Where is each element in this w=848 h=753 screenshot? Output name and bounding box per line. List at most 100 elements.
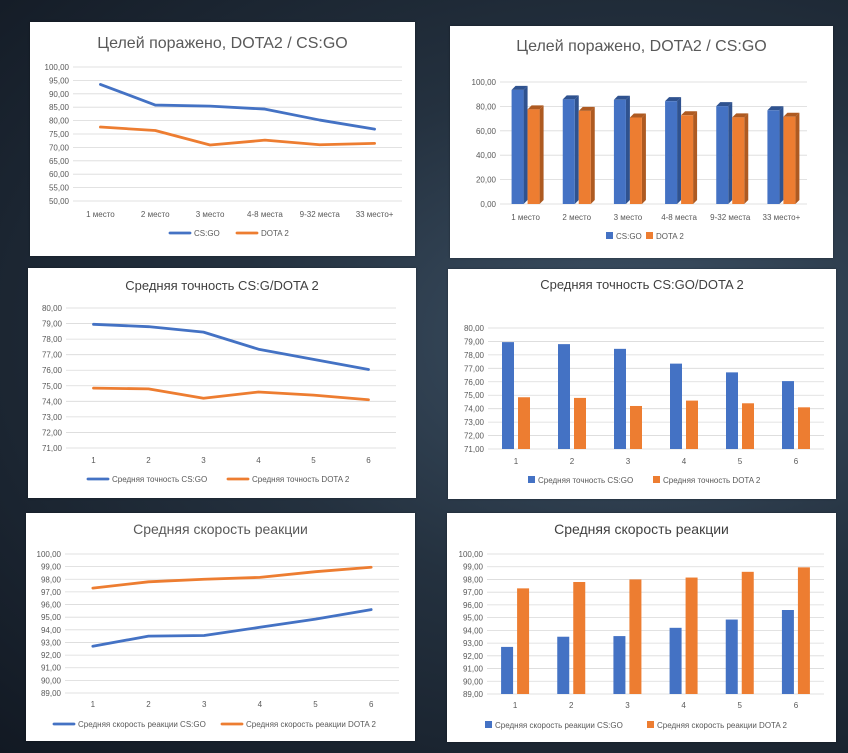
x-tick-label: 9-32 места [300, 210, 341, 219]
y-tick-label: 97,00 [463, 588, 484, 597]
series-line-csgo [91, 608, 373, 648]
y-tick-label: 90,00 [41, 676, 62, 685]
y-tick-label: 90,00 [463, 677, 484, 686]
bar-csgo [614, 348, 626, 449]
legend-label: DOTA 2 [261, 229, 289, 238]
x-tick-label: 9-32 места [710, 213, 751, 222]
series-line-csgo [92, 322, 370, 371]
bar-side-csgo [625, 95, 630, 204]
x-tick-label: 2 место [141, 210, 170, 219]
bar-csgo [511, 89, 524, 204]
chart-svg-c6: Средняя скорость реакции 89,00 90,00 91,00 9… [459, 521, 824, 730]
x-tick-label: 3 место [196, 210, 225, 219]
bar-side-dota [744, 113, 749, 204]
y-tick-label: 75,00 [49, 130, 70, 139]
x-tick-label: 5 [313, 700, 318, 709]
y-tick-label: 76,00 [464, 378, 485, 387]
y-tick-label: 74,00 [42, 397, 63, 406]
bar-dota [630, 405, 642, 449]
x-tick-label: 33 место+ [356, 210, 394, 219]
y-tick-label: 55,00 [49, 184, 70, 193]
legend-label: DOTA 2 [656, 232, 684, 241]
bar-side-csgo [779, 106, 784, 204]
y-tick-label: 73,00 [464, 418, 485, 427]
chart-svg-c2: Целей поражено, DOTA2 / CS:GO 0,00 20,00 40… [472, 38, 807, 241]
y-tick-label: 98,00 [41, 575, 62, 584]
bar-dota [517, 588, 530, 694]
chart-title: Средняя скорость реакции [133, 521, 308, 537]
bar-side-csgo [574, 95, 579, 204]
x-tick-label: 3 [201, 456, 206, 465]
x-tick-label: 5 [738, 457, 743, 466]
y-tick-label: 98,00 [463, 575, 484, 584]
bar-dota [797, 567, 810, 694]
chart-svg-c3: Средняя точность CS:G/DOTA 2 71,00 72,00 73… [42, 278, 396, 484]
bar-csgo [781, 610, 794, 694]
bar-top-csgo [665, 97, 682, 102]
x-tick-label: 6 [369, 700, 374, 709]
x-tick-label: 3 место [614, 213, 643, 222]
y-tick-label: 75,00 [464, 391, 485, 400]
chart-svg-c4: Средняя точность CS:GO/DOTA 2 71,00 72,00 7… [464, 277, 824, 485]
bar-dota [686, 400, 698, 449]
bar-csgo [562, 99, 575, 204]
y-tick-label: 99,00 [41, 563, 62, 572]
bar-side-csgo [523, 85, 528, 204]
bar-csgo [558, 344, 570, 449]
bar-side-dota [590, 106, 595, 204]
bar-csgo [782, 381, 794, 449]
bar-top-csgo [767, 106, 784, 111]
bar-top-dota [681, 111, 698, 116]
y-tick-label: 92,00 [463, 652, 484, 661]
bar-top-csgo [562, 95, 579, 100]
x-tick-label: 4-8 места [247, 210, 283, 219]
series-line-dota [99, 125, 376, 147]
bar-dota [574, 397, 586, 449]
y-tick-label: 93,00 [41, 638, 62, 647]
legend-label: Средняя точность DOTA 2 [663, 476, 761, 485]
y-tick-label: 72,00 [464, 432, 485, 441]
y-tick-label: 90,00 [49, 90, 70, 99]
x-tick-label: 1 место [86, 210, 115, 219]
y-tick-label: 100,00 [45, 63, 70, 72]
bar-csgo [613, 636, 626, 694]
legend-swatch [646, 232, 653, 239]
y-tick-label: 89,00 [463, 690, 484, 699]
x-tick-label: 1 место [511, 213, 540, 222]
y-tick-label: 85,00 [49, 103, 70, 112]
y-tick-label: 78,00 [464, 351, 485, 360]
y-tick-label: 100,00 [472, 78, 497, 87]
x-tick-label: 3 [626, 457, 631, 466]
y-tick-label: 93,00 [463, 639, 484, 648]
y-tick-label: 79,00 [42, 320, 63, 329]
bar-dota [783, 116, 796, 204]
x-tick-label: 2 [569, 701, 574, 710]
y-tick-label: 78,00 [42, 335, 63, 344]
y-tick-label: 91,00 [463, 665, 484, 674]
y-tick-label: 80,00 [476, 102, 497, 111]
bar-top-csgo [511, 85, 528, 90]
chart-panel-targets-bar: Целей поражено, DOTA2 / CS:GO 0,00 20,00 40… [450, 26, 833, 258]
x-tick-label: 5 [738, 701, 743, 710]
bar-dota [578, 110, 591, 204]
bar-csgo [725, 619, 738, 694]
y-tick-label: 79,00 [464, 337, 485, 346]
x-tick-label: 4 [682, 457, 687, 466]
x-tick-label: 5 [311, 456, 316, 465]
series-line-dota [91, 565, 373, 590]
y-tick-label: 100,00 [459, 550, 484, 559]
bar-csgo [557, 636, 570, 694]
bar-top-csgo [613, 95, 630, 100]
bar-side-dota [641, 113, 646, 204]
bar-dota [518, 397, 530, 449]
x-tick-label: 6 [794, 457, 799, 466]
x-tick-label: 6 [794, 701, 799, 710]
y-tick-label: 0,00 [480, 200, 496, 209]
chart-title: Средняя точность CS:GO/DOTA 2 [540, 277, 744, 292]
bar-dota [629, 117, 642, 204]
y-tick-label: 95,00 [463, 614, 484, 623]
y-tick-label: 96,00 [463, 601, 484, 610]
bar-side-dota [693, 111, 698, 204]
y-tick-label: 89,00 [41, 689, 62, 698]
x-tick-label: 4-8 места [661, 213, 697, 222]
